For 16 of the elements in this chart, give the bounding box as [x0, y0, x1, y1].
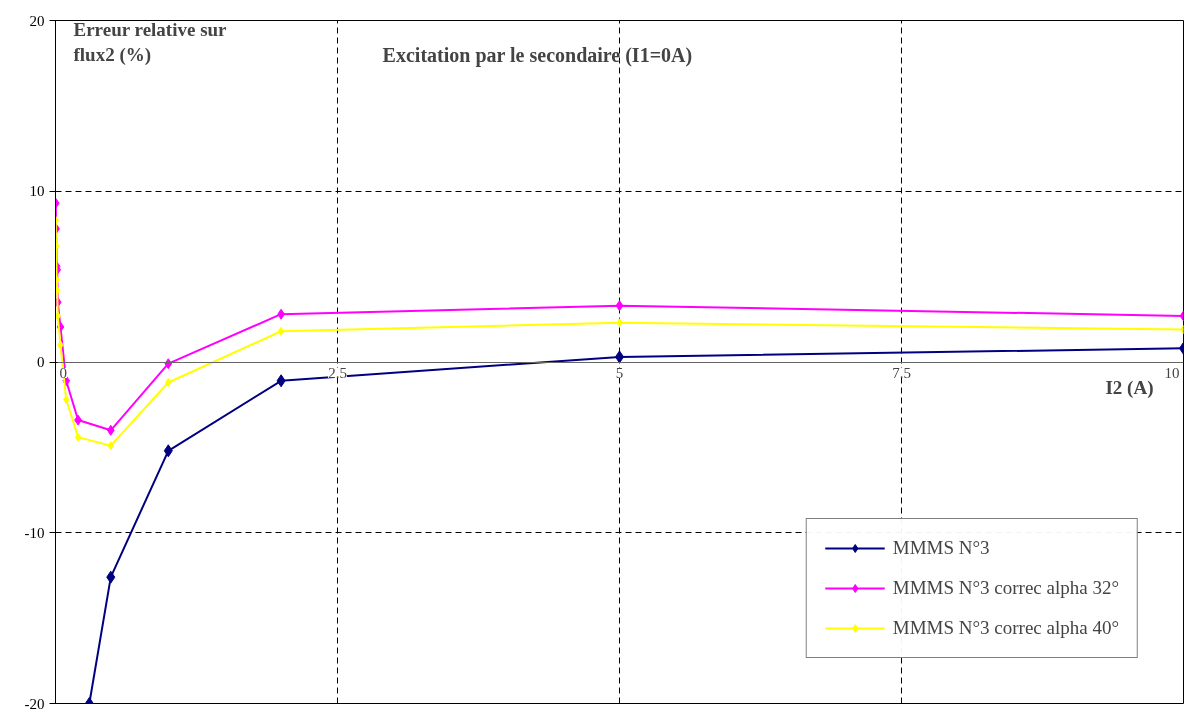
x-tick-label: 2.5	[328, 365, 347, 381]
x-tick-label: 5	[615, 365, 624, 381]
x-tick-label: 10	[1164, 365, 1180, 381]
y-tick-label: -20	[24, 695, 45, 711]
y-axis-title: Erreur relative sur flux2 (%)	[73, 19, 228, 67]
y-tick-label: -10	[24, 524, 45, 541]
x-axis-title: I2 (A)	[1105, 377, 1154, 399]
legend-label: MMMS N°3	[892, 537, 990, 559]
text: Excitation par le secondaire (I1=0A)	[382, 43, 693, 67]
legend-label: MMMS N°3 correc alpha 40°	[892, 617, 1119, 639]
y-tick-label: 20	[29, 12, 45, 29]
legend-label: MMMS N°3 correc alpha 32°	[892, 577, 1119, 599]
y-tick-label: 10	[29, 183, 45, 200]
y-tick-label: 0	[37, 354, 45, 370]
x-tick-label: 0	[59, 365, 67, 381]
x-tick-label: 7.5	[892, 365, 911, 381]
